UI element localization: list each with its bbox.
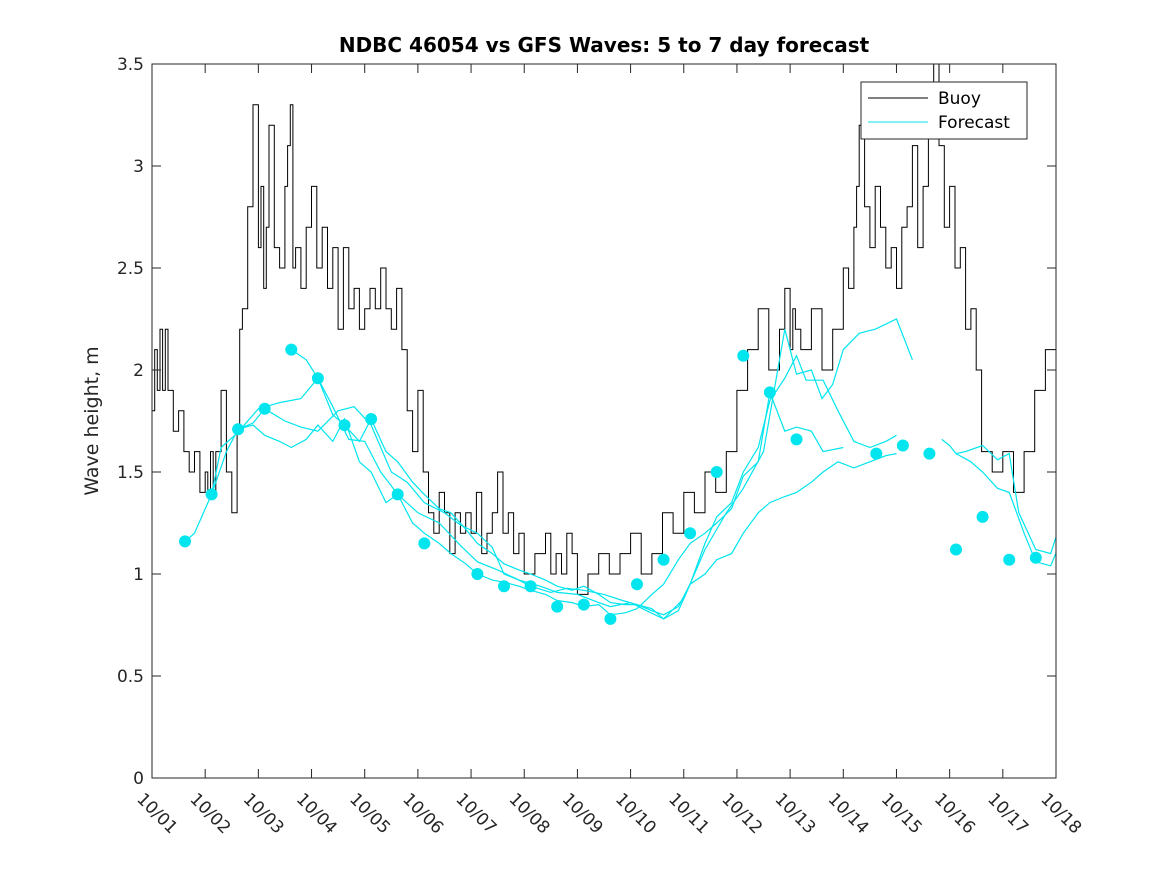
legend-box (860, 81, 1028, 140)
forecast-marker (763, 386, 776, 399)
y-tick-label: 3.5 (117, 55, 144, 75)
forecast-marker (179, 535, 191, 548)
forecast-marker (657, 553, 670, 566)
forecast-marker (258, 402, 271, 415)
forecast-marker (232, 423, 245, 436)
forecast-marker (365, 413, 378, 425)
forecast-marker (551, 600, 564, 613)
y-tick-label: 0 (133, 769, 144, 789)
y-tick-label: 2.5 (117, 259, 144, 279)
forecast-marker (950, 543, 962, 556)
y-tick-label: 3 (133, 157, 144, 177)
forecast-marker (790, 433, 803, 446)
forecast-marker (471, 568, 484, 580)
forecast-line-4 (290, 349, 897, 620)
y-tick-label: 0.5 (117, 667, 144, 687)
y-axis-label: Wave height, m (81, 346, 103, 495)
forecast-marker (1003, 553, 1016, 566)
forecast-line-3 (237, 390, 844, 616)
forecast-marker (976, 510, 989, 523)
forecast-marker (870, 447, 883, 460)
forecast-marker (923, 447, 936, 460)
legend: Buoy Forecast (860, 81, 1028, 140)
forecast-marker (311, 372, 324, 385)
forecast-marker (631, 578, 643, 591)
forecast-marker (498, 580, 510, 593)
forecast-marker (577, 598, 590, 611)
legend-label-buoy: Buoy (938, 89, 981, 109)
forecast-line-6 (955, 453, 1056, 567)
forecast-series-group (184, 318, 1056, 620)
y-tick-label: 2 (133, 361, 144, 381)
forecast-marker (684, 527, 697, 540)
plot-area (152, 64, 1056, 778)
forecast-marker-group (179, 343, 1042, 625)
buoy-series (152, 64, 1056, 595)
forecast-marker (524, 580, 537, 593)
forecast-marker (1029, 551, 1042, 564)
buoy-line (152, 64, 1056, 595)
forecast-line-5 (941, 438, 1056, 555)
forecast-line-1 (184, 318, 913, 620)
forecast-marker (710, 466, 723, 478)
y-tick-label: 1.5 (117, 463, 144, 483)
forecast-marker (391, 488, 404, 501)
forecast-marker (338, 419, 351, 432)
forecast-marker (737, 349, 750, 362)
legend-label-forecast: Forecast (938, 113, 1010, 133)
forecast-marker (896, 439, 909, 452)
forecast-marker (205, 488, 218, 501)
forecast-marker (285, 343, 298, 356)
plot-frame (151, 63, 1057, 779)
forecast-marker (604, 612, 617, 625)
chart-title: NDBC 46054 vs GFS Waves: 5 to 7 day fore… (339, 33, 870, 57)
forecast-marker (418, 537, 431, 550)
y-tick-label: 1 (133, 565, 144, 585)
